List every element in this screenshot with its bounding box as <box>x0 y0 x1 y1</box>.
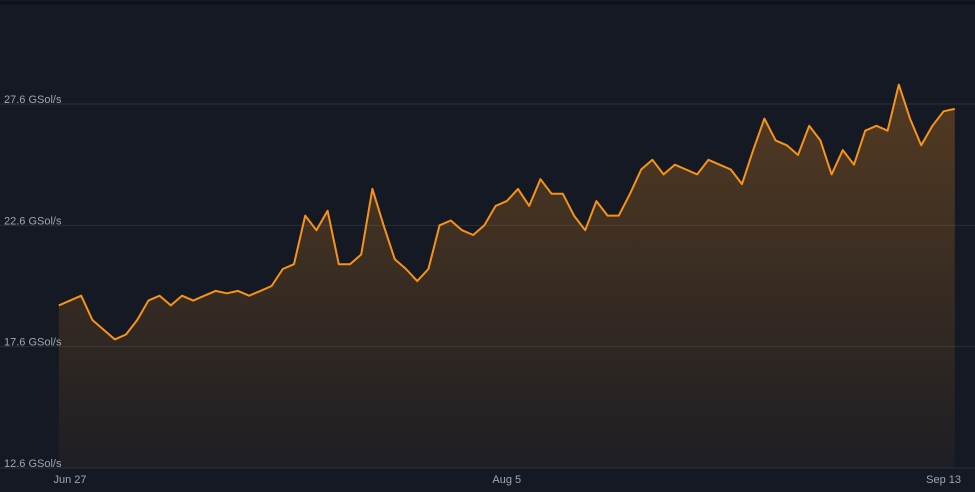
line <box>58 83 956 341</box>
area-fill <box>58 84 955 468</box>
y-tick-label: 27.6 GSol/s <box>4 94 62 106</box>
y-tick-label: 17.6 GSol/s <box>4 337 62 349</box>
x-tick-label: Aug 5 <box>492 474 521 486</box>
x-tick-label: Jun 27 <box>53 474 86 486</box>
y-tick-label: 22.6 GSol/s <box>4 215 62 227</box>
y-tick-label: 12.6 GSol/s <box>4 458 62 470</box>
x-tick-label: Sep 13 <box>926 474 961 486</box>
